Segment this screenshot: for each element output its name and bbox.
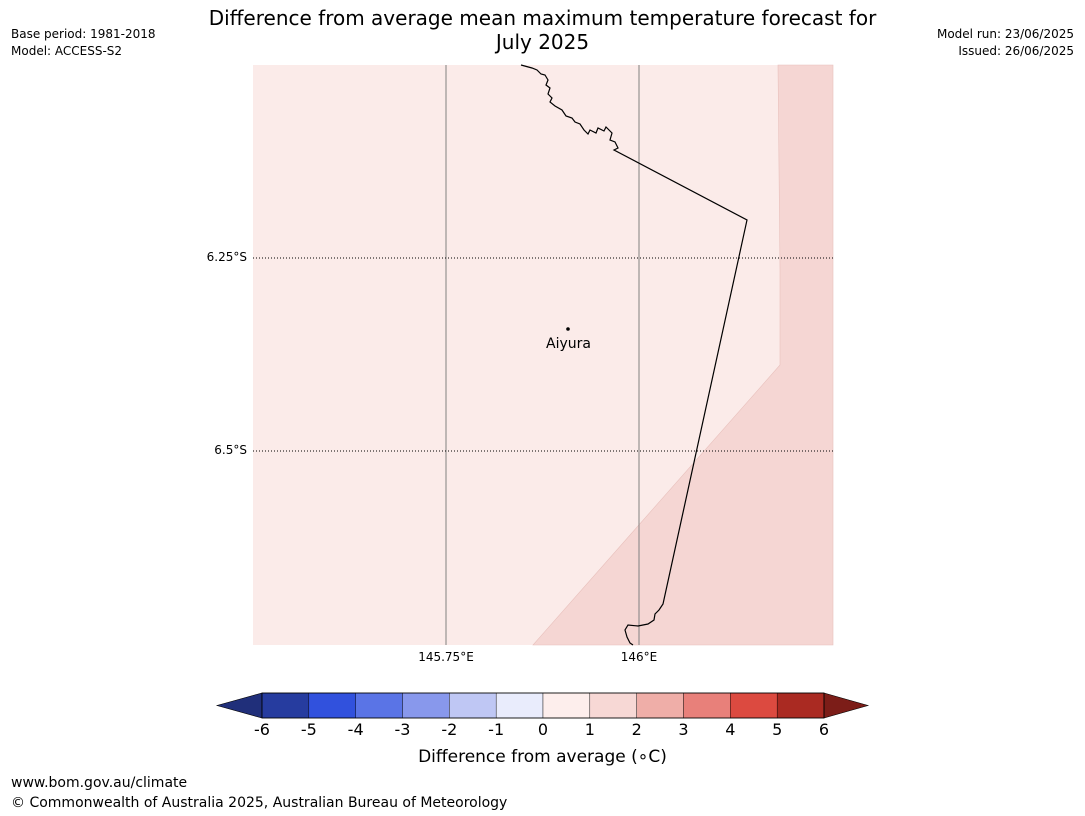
colorbar-segment xyxy=(636,692,684,719)
colorbar-tick-label: 2 xyxy=(631,720,642,739)
colorbar-tick-label: -6 xyxy=(254,720,270,739)
place-marker-dot xyxy=(566,327,570,331)
colorbar-tick-label: 0 xyxy=(537,720,549,739)
meta-left: Base period: 1981-2018 Model: ACCESS-S2 xyxy=(11,26,156,60)
anomaly-region-medium xyxy=(532,64,834,646)
colorbar-tick-label: -3 xyxy=(394,720,411,739)
colorbar-tick-label: -1 xyxy=(488,720,505,739)
base-period: Base period: 1981-2018 xyxy=(11,27,156,41)
lat-label-6-25: 6.25°S xyxy=(206,250,247,264)
colorbar-segment xyxy=(402,692,450,719)
colorbar-tick-label: 3 xyxy=(678,720,689,739)
place-label: Aiyura xyxy=(546,336,591,352)
colorbar-segment xyxy=(683,692,731,719)
boundary-line xyxy=(520,64,748,646)
map-title: Difference from average mean maximum tem… xyxy=(0,6,1085,54)
colorbar-segment xyxy=(355,692,403,719)
lon-label-146: 146°E xyxy=(620,650,658,664)
colorbar-segment xyxy=(261,692,310,719)
model-run: Model run: 23/06/2025 xyxy=(936,27,1074,41)
colorbar-tick-label: -5 xyxy=(300,720,317,739)
colorbar-label: Difference from average (∘C) xyxy=(418,747,667,767)
issued-date: Issued: 26/06/2025 xyxy=(958,44,1074,58)
model-name: Model: ACCESS-S2 xyxy=(11,44,123,58)
colorbar-segment xyxy=(776,692,825,719)
colorbar-over-arrow xyxy=(823,692,870,719)
colorbar-tick-label: 4 xyxy=(725,720,736,739)
lat-label-6-5: 6.5°S xyxy=(214,443,247,457)
colorbar-segment xyxy=(495,692,544,719)
colorbar-segment xyxy=(308,692,356,719)
colorbar-tick-label: 5 xyxy=(772,720,783,739)
colorbar-segment xyxy=(730,692,778,719)
colorbar-tick-label: -2 xyxy=(441,720,458,739)
colorbar-segment xyxy=(589,692,637,719)
footer-copyright: © Commonwealth of Australia 2025, Austra… xyxy=(11,795,508,811)
colorbar-segment xyxy=(449,692,497,719)
lon-label-145-75: 145.75°E xyxy=(418,650,474,664)
colorbar-segment xyxy=(542,692,591,719)
colorbar-under-arrow xyxy=(215,692,263,719)
title-line-2: July 2025 xyxy=(495,30,590,54)
meta-right: Model run: 23/06/2025 Issued: 26/06/2025 xyxy=(937,26,1074,60)
colorbar xyxy=(215,692,870,719)
colorbar-tick-label: -4 xyxy=(347,720,364,739)
title-line-1: Difference from average mean maximum tem… xyxy=(208,6,877,30)
colorbar-tick-label: 1 xyxy=(584,720,595,739)
footer-url[interactable]: www.bom.gov.au/climate xyxy=(11,775,188,791)
colorbar-frame xyxy=(261,692,825,719)
colorbar-tick-label: 6 xyxy=(818,720,830,739)
